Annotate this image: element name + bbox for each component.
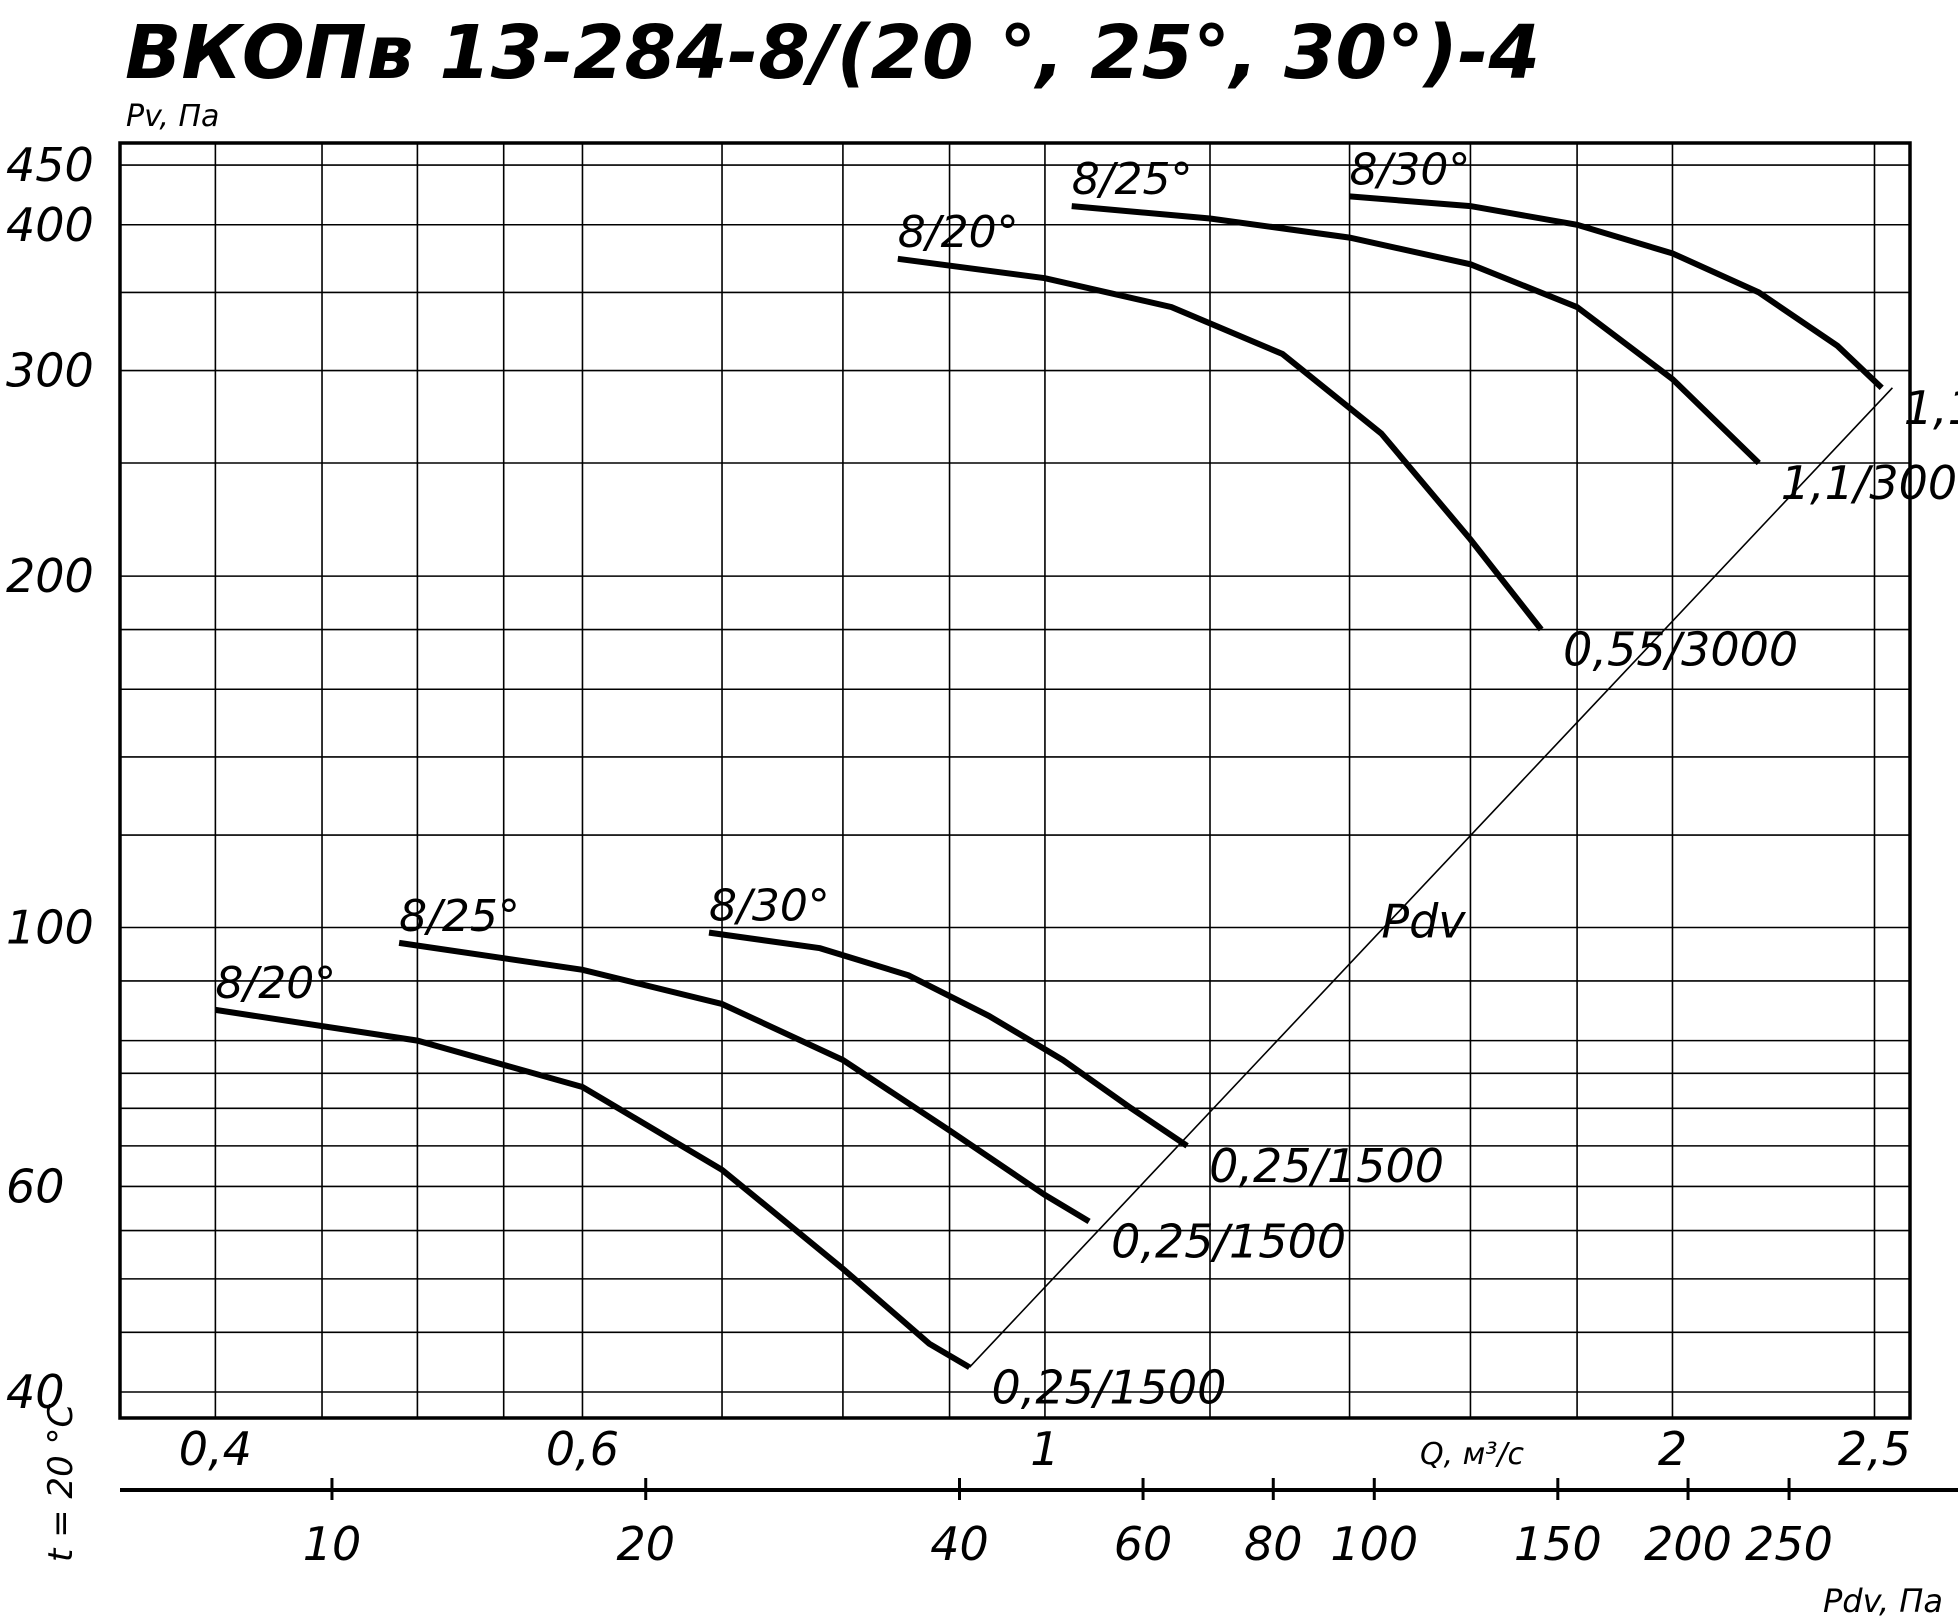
- curve-6: [1349, 193, 1884, 390]
- x-axis-label: Q, м³/с: [1420, 1437, 1524, 1472]
- x-tick-labels: 0,4 0,6 1 2 2,5: [179, 1422, 1911, 1476]
- grid-lines: [120, 143, 1910, 1418]
- y-tick-labels: 450 400 300 200 100 60 40: [6, 138, 94, 1419]
- curve-2: [398, 939, 1091, 1224]
- series-label: 8/20°: [215, 958, 336, 1009]
- pdv-reference-line: [968, 387, 1894, 1368]
- pdv-axis-tick-label: 10: [303, 1517, 362, 1571]
- motor-label: 1,1/3000: [1781, 456, 1958, 510]
- y-tick-label: 400: [6, 198, 94, 252]
- y-tick-label: 40: [6, 1365, 65, 1419]
- motor-label: 0,55/3000: [1563, 623, 1798, 677]
- chart-title: ВКОПв 13-284-8/(20 °, 25°, 30°)-4: [125, 10, 1540, 96]
- series-label: 8/30°: [709, 881, 830, 932]
- curve-4: [897, 255, 1544, 632]
- series-label: 8/30°: [1350, 144, 1471, 195]
- performance-curves: [214, 193, 1884, 1370]
- y-axis-label: Pv, Па: [126, 99, 219, 134]
- pdv-line-label: Pdv: [1381, 895, 1466, 949]
- y-tick-label: 200: [6, 549, 94, 603]
- curve-1: [214, 1006, 972, 1370]
- curve-5: [1071, 203, 1761, 466]
- pdv-line: [968, 387, 1894, 1368]
- pdv-axis-tick-label: 20: [616, 1517, 675, 1571]
- pdv-axis-tick-label: 40: [930, 1517, 989, 1571]
- series-label: 8/20°: [898, 207, 1019, 258]
- y-tick-label: 60: [6, 1159, 65, 1213]
- curve-labels: Pdv 8/20° 0,25/1500 8/25° 0,25/1500 8/30° 0,25…: [215, 144, 1958, 1414]
- x-tick-label: 1: [1030, 1422, 1059, 1476]
- series-label: 8/25°: [399, 891, 520, 942]
- y-tick-label: 100: [6, 901, 94, 955]
- pdv-axis-ticks: 10 20 40 60 80 100 150 200 250: [303, 1478, 1833, 1571]
- y-tick-label: 300: [6, 344, 94, 398]
- plot-frame: [118, 141, 1912, 1420]
- curve-3: [708, 929, 1189, 1149]
- pdv-axis-tick-label: 60: [1114, 1517, 1173, 1571]
- pdv-axis-label: Pdv, Па: [1823, 1582, 1943, 1620]
- x-tick-label: 2,5: [1838, 1422, 1911, 1476]
- temperature-note: t = 20 °C: [41, 1403, 81, 1562]
- motor-label: 0,25/1500: [991, 1360, 1226, 1414]
- pdv-axis-tick-label: 150: [1514, 1517, 1602, 1571]
- x-tick-label: 2: [1658, 1422, 1687, 1476]
- motor-label: 0,25/1500: [1111, 1214, 1346, 1268]
- pdv-axis-tick-label: 80: [1244, 1517, 1303, 1571]
- pdv-axis-tick-label: 100: [1330, 1517, 1418, 1571]
- series-label: 8/25°: [1072, 154, 1193, 205]
- y-tick-label: 450: [6, 138, 94, 192]
- pdv-axis-tick-label: 200: [1644, 1517, 1732, 1571]
- motor-label: 1,1/3000: [1904, 381, 1958, 435]
- pdv-axis-tick-label: 250: [1745, 1517, 1833, 1571]
- motor-label: 0,25/1500: [1209, 1139, 1444, 1193]
- x-tick-label: 0,6: [546, 1422, 619, 1476]
- x-tick-label: 0,4: [179, 1422, 252, 1476]
